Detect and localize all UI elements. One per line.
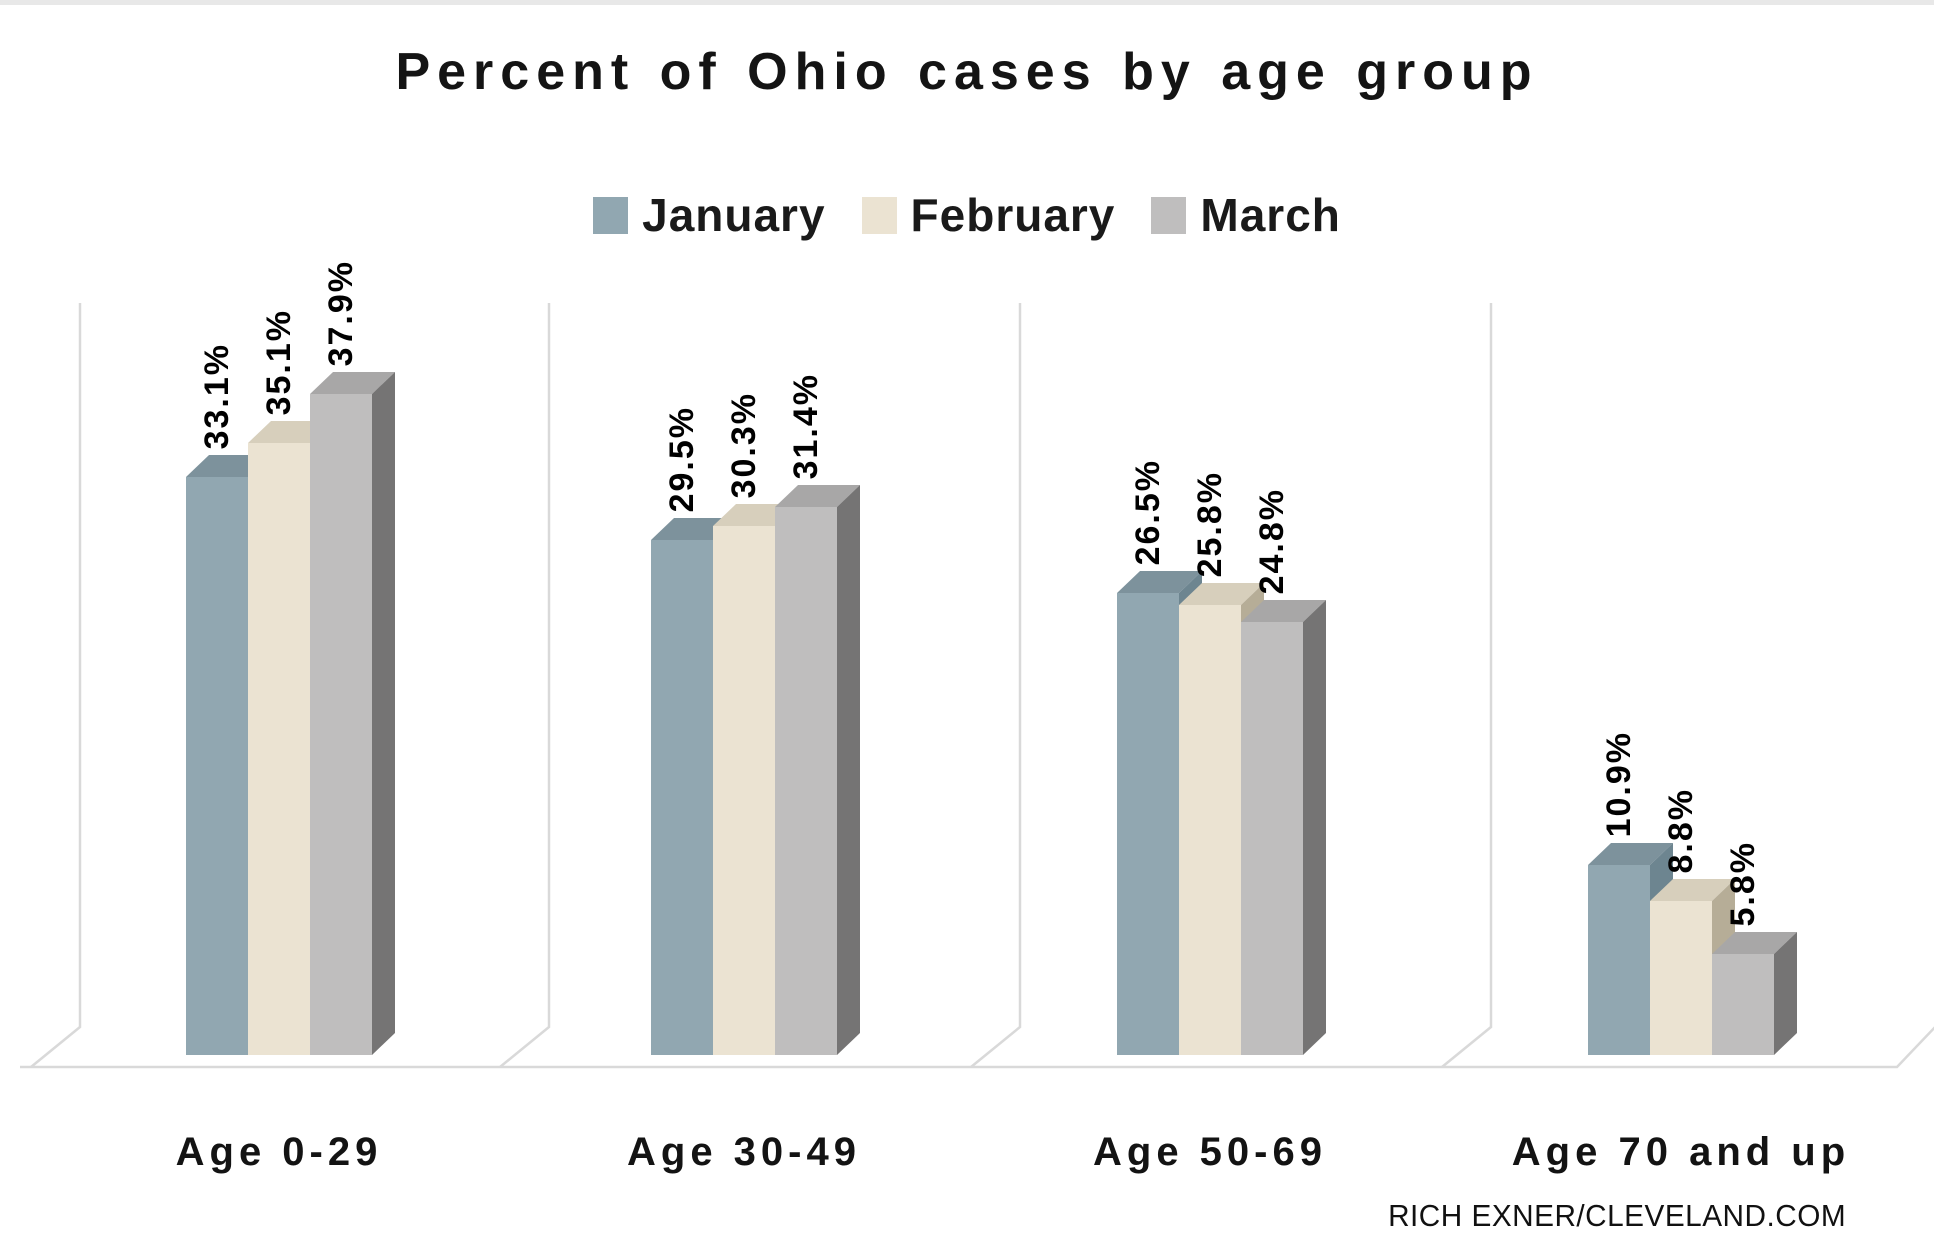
category-label: Age 0-29 — [175, 1130, 383, 1174]
bar-front-face — [1117, 593, 1179, 1055]
category-label: Age 50-69 — [1093, 1130, 1327, 1174]
top-border-strip — [0, 0, 1934, 5]
bar-january-age-50-69 — [1117, 570, 1203, 1055]
bar-front-face — [310, 394, 372, 1055]
category-label: Age 30-49 — [627, 1130, 861, 1174]
bar-front-face — [1179, 605, 1241, 1055]
legend-item-february: February — [861, 188, 1116, 242]
bar-side-face — [1774, 931, 1797, 1055]
bar-march-age-70-and-up — [1712, 931, 1798, 1055]
legend-swatch-march — [1151, 196, 1187, 234]
bar-front-face — [1712, 954, 1774, 1055]
bar-january-age-0-29 — [186, 454, 272, 1055]
bar-february-age-50-69 — [1179, 582, 1265, 1055]
data-label: 30.3% — [725, 391, 763, 498]
data-label: 5.8% — [1724, 840, 1762, 927]
bar-march-age-0-29 — [310, 371, 396, 1055]
legend-label-january: January — [642, 189, 826, 241]
bar-february-age-70-and-up — [1650, 878, 1736, 1055]
data-label: 33.1% — [198, 342, 236, 449]
credit-line: RICH EXNER/CLEVELAND.COM — [1387, 1198, 1846, 1233]
chart-title: Percent of Ohio cases by age group — [395, 43, 1539, 101]
legend: January February March — [0, 188, 1934, 242]
bar-side-face — [837, 484, 860, 1055]
bar-front-face — [713, 526, 775, 1055]
data-label: 29.5% — [663, 405, 701, 512]
bar-february-age-0-29 — [248, 420, 334, 1055]
legend-label-february: February — [910, 189, 1116, 241]
bar-march-age-50-69 — [1241, 599, 1327, 1055]
bar-january-age-70-and-up — [1588, 842, 1674, 1055]
bar-january-age-30-49 — [651, 517, 737, 1055]
data-label: 31.4% — [787, 372, 825, 479]
data-label: 10.9% — [1600, 730, 1638, 837]
legend-item-january: January — [593, 188, 825, 242]
data-label: 37.9% — [322, 259, 360, 366]
data-label: 35.1% — [260, 308, 298, 415]
legend-label-march: March — [1200, 189, 1341, 241]
category-label: Age 70 and up — [1511, 1130, 1851, 1174]
bar-front-face — [1588, 865, 1650, 1055]
legend-swatch-january — [593, 196, 629, 234]
data-label: 8.8% — [1662, 787, 1700, 874]
bar-front-face — [651, 540, 713, 1055]
bar-front-face — [186, 477, 248, 1055]
bar-february-age-30-49 — [713, 503, 799, 1055]
legend-item-march: March — [1151, 188, 1340, 242]
bar-front-face — [1650, 901, 1712, 1055]
data-label: 25.8% — [1191, 470, 1229, 577]
data-label: 26.5% — [1129, 458, 1167, 565]
legend-swatch-february — [861, 196, 897, 234]
bar-march-age-30-49 — [775, 484, 861, 1055]
bar-side-face — [372, 371, 395, 1055]
bar-side-face — [1303, 599, 1326, 1055]
bar-front-face — [1241, 622, 1303, 1055]
bar-front-face — [248, 443, 310, 1055]
bar-front-face — [775, 507, 837, 1055]
data-label: 24.8% — [1253, 487, 1291, 594]
